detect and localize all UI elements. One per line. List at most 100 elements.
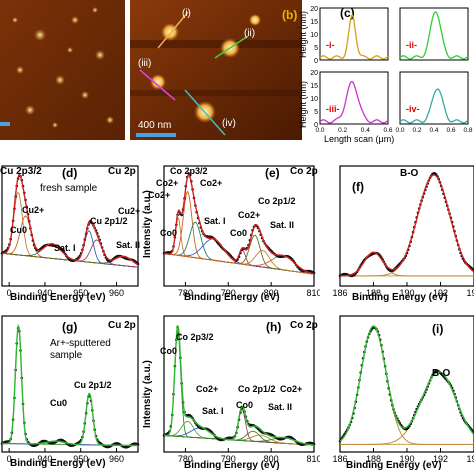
- y-tick-label: 15: [310, 83, 318, 90]
- peak-co0-h1: Co0: [160, 346, 178, 356]
- panel-f: 186 188 190 192 194 (f) B-O Binding Energy (…: [320, 150, 474, 305]
- peak-co2plus-h1: Co2+: [196, 384, 219, 394]
- peak-sat1-e: Sat. I: [204, 216, 226, 226]
- marker-iii: (iii): [138, 58, 152, 69]
- peak-sat1-d: Sat. I: [54, 243, 76, 253]
- xlabel-i: Binding Energy (eV): [346, 460, 442, 471]
- profile-frame: [399, 71, 469, 125]
- profile-tag: -ii-: [406, 40, 417, 50]
- x-tick-label: 780: [178, 454, 193, 464]
- x-tick-label: 0: [7, 288, 12, 298]
- panel-c: (c) -i- 20 15 10 5 0 -ii- -iii- 20 15 10 5 0 0.0 0.2 0.…: [298, 0, 474, 145]
- y-tick-label: 0: [314, 122, 318, 129]
- ylabel-c-top: Height (nm): [298, 10, 308, 58]
- peak-co2plus-e2: Co2+: [200, 178, 223, 188]
- y-tick-label: 20: [310, 6, 318, 13]
- note-d: fresh sample: [40, 183, 98, 194]
- panel-e: 780 790 800 810 (e) Co 2p Intensity (a.u.) …: [140, 150, 320, 305]
- panel-letter-d: (d): [62, 166, 78, 180]
- panel-letter-e: (e): [265, 166, 280, 180]
- peak-bo-f: B-O: [400, 168, 419, 179]
- peak-co2plus-e4: Co2+: [238, 210, 261, 220]
- scale-bar-b: [136, 133, 176, 137]
- y-tick-label: 10: [310, 96, 318, 103]
- envelope-fit: [340, 174, 474, 277]
- x-tick-label: 940: [37, 454, 52, 464]
- scan-line-ii: [214, 35, 249, 59]
- profile-line: [319, 13, 389, 60]
- x-tick-label: 186: [332, 454, 347, 464]
- x-tick-label: 190: [399, 454, 414, 464]
- peak-cu2p12-g: Cu 2p1/2: [74, 380, 112, 390]
- xlabel-h: Binding Energy (eV): [184, 460, 280, 471]
- x-tick-label: 0.4: [361, 127, 370, 134]
- peak-label-cu2p32: Cu 2p3/2: [0, 166, 42, 177]
- peak-co0-h2: Co0: [236, 400, 254, 410]
- scale-bar-a: [0, 122, 10, 126]
- y-tick-label: 10: [310, 32, 318, 39]
- x-tick-label: 790: [221, 288, 236, 298]
- xps-chart-e: 780 790 800 810: [162, 165, 320, 298]
- x-tick-label: 800: [264, 454, 279, 464]
- peak-co0-e2: Co0: [230, 228, 248, 238]
- peak-co2plus-h2: Co2+: [280, 384, 303, 394]
- title-h: Co 2p: [290, 320, 318, 331]
- panel-d: 0 940 950 960 Cu 2p3/2 (d) Cu 2p fresh samp…: [0, 150, 140, 305]
- x-tick-label: 0.2: [412, 127, 421, 134]
- profile-frame: [319, 71, 389, 125]
- x-tick-label: 0.4: [429, 127, 438, 134]
- peak-cu0-d: Cu0: [10, 225, 28, 235]
- x-tick-label: 0.6: [446, 127, 455, 134]
- x-tick-label: 194: [466, 288, 474, 298]
- profile-line: [319, 80, 389, 124]
- peak-sat2-d: Sat. II: [116, 240, 141, 250]
- x-tick-label: 188: [366, 454, 381, 464]
- y-tick-label: 5: [314, 45, 318, 52]
- plot-frame: [163, 315, 315, 453]
- x-tick-label: 0.0: [315, 127, 324, 134]
- x-tick-label: 0.0: [395, 127, 404, 134]
- peak-co2p12-h: Co 2p1/2: [238, 384, 276, 394]
- peak-cu0-g: Cu0: [50, 398, 68, 408]
- marker-i: (i): [182, 8, 191, 19]
- plot-frame: [163, 165, 315, 287]
- x-tick-label: 192: [433, 454, 448, 464]
- marker-iv: (iv): [222, 118, 236, 129]
- x-tick-label: 810: [306, 454, 320, 464]
- afm-image-b: (b) (i) (ii) (iii) (iv) 400 nm: [130, 0, 302, 140]
- scan-line-i: [157, 11, 189, 49]
- panel-i: 186 188 190 192 194 (i) B-O Binding Energy (…: [320, 310, 474, 474]
- scale-label-b: 400 nm: [138, 120, 172, 131]
- panel-letter-f: (f): [352, 180, 364, 194]
- profile-tag: -iv-: [406, 104, 420, 114]
- envelope-fit: [339, 325, 474, 442]
- xps-chart-d: 0 940 950 960: [0, 165, 140, 298]
- profile-frame: [319, 7, 389, 61]
- envelope-fit: [164, 324, 314, 446]
- envelope-fit: [163, 173, 315, 275]
- scan-line-iv: [184, 89, 226, 136]
- note-g: Ar+-sputtered sample: [50, 338, 111, 361]
- x-tick-label: 940: [37, 288, 52, 298]
- component-peak: [340, 371, 474, 445]
- afm-topography-a: [0, 0, 125, 140]
- profile-line: [399, 11, 469, 60]
- envelope-fit: [2, 323, 138, 447]
- ylabel-c-bottom: Height (nm): [298, 80, 308, 128]
- xlabel-c: Length scan (μm): [324, 134, 395, 144]
- afm-image-a: [0, 0, 125, 140]
- x-tick-label: 186: [332, 288, 347, 298]
- panel-letter-b: (b): [282, 8, 298, 22]
- title-d: Cu 2p: [108, 166, 136, 177]
- xps-chart-h: 780 790 800 810: [162, 315, 320, 464]
- xlabel-e: Binding Energy (eV): [184, 292, 280, 303]
- y-tick-label: 0: [314, 58, 318, 65]
- marker-ii: (ii): [244, 28, 256, 39]
- y-tick-label: 20: [310, 70, 318, 77]
- panel-letter-g: (g): [62, 320, 78, 334]
- plot-frame: [1, 315, 139, 453]
- peak-cu2plus-d1: Cu2+: [22, 205, 45, 215]
- ylabel-h: Intensity (a.u.): [142, 360, 153, 428]
- xlabel-f: Binding Energy (eV): [352, 292, 448, 303]
